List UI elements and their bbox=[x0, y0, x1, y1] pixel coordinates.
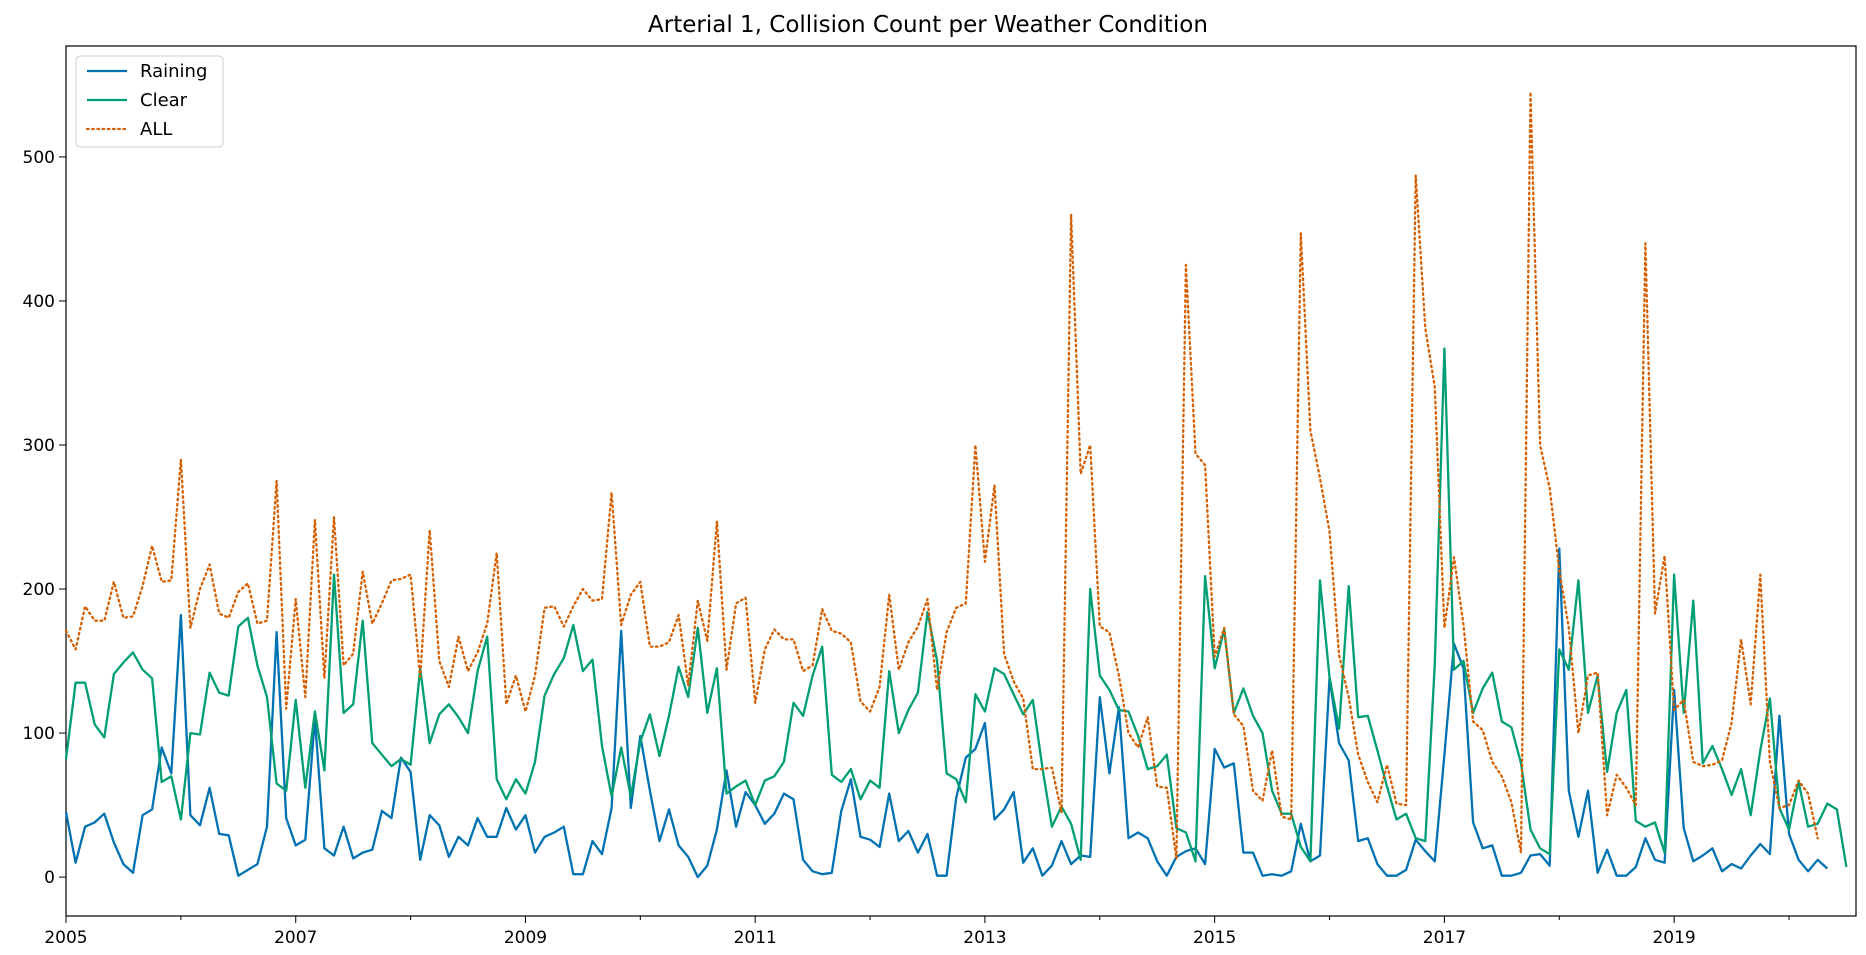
y-tick-label: 300 bbox=[23, 436, 55, 456]
x-tick-label: 2009 bbox=[504, 928, 547, 948]
series-line-raining bbox=[64, 547, 1829, 879]
y-tick-label: 500 bbox=[23, 148, 55, 168]
y-tick-label: 200 bbox=[23, 580, 55, 600]
y-tick-label: 100 bbox=[23, 724, 55, 744]
plot-frame bbox=[65, 45, 1857, 917]
x-tick-label: 2013 bbox=[963, 928, 1006, 948]
legend-label: Raining bbox=[140, 61, 207, 82]
chart-title: Arterial 1, Collision Count per Weather … bbox=[648, 12, 1208, 38]
x-tick-label: 2017 bbox=[1423, 928, 1466, 948]
legend: Raining Clear ALL bbox=[75, 55, 224, 148]
legend-box bbox=[75, 55, 224, 148]
y-axis: 0 100 200 300 400 500 bbox=[23, 148, 66, 888]
y-tick-label: 400 bbox=[23, 292, 55, 312]
x-tick-label: 2007 bbox=[274, 928, 317, 948]
x-axis: 2005 2007 2009 2011 2013 2015 2017 2019 bbox=[44, 916, 1790, 948]
plot-series bbox=[64, 90, 1848, 879]
x-tick-label: 2019 bbox=[1652, 928, 1695, 948]
series-line-all bbox=[64, 90, 1819, 860]
legend-label: ALL bbox=[140, 119, 172, 140]
x-tick-label: 2015 bbox=[1193, 928, 1236, 948]
x-tick-label: 2005 bbox=[44, 928, 87, 948]
legend-label: Clear bbox=[140, 90, 188, 111]
y-tick-label: 0 bbox=[44, 868, 55, 888]
series-line-clear bbox=[64, 347, 1848, 868]
x-tick-label: 2011 bbox=[734, 928, 777, 948]
